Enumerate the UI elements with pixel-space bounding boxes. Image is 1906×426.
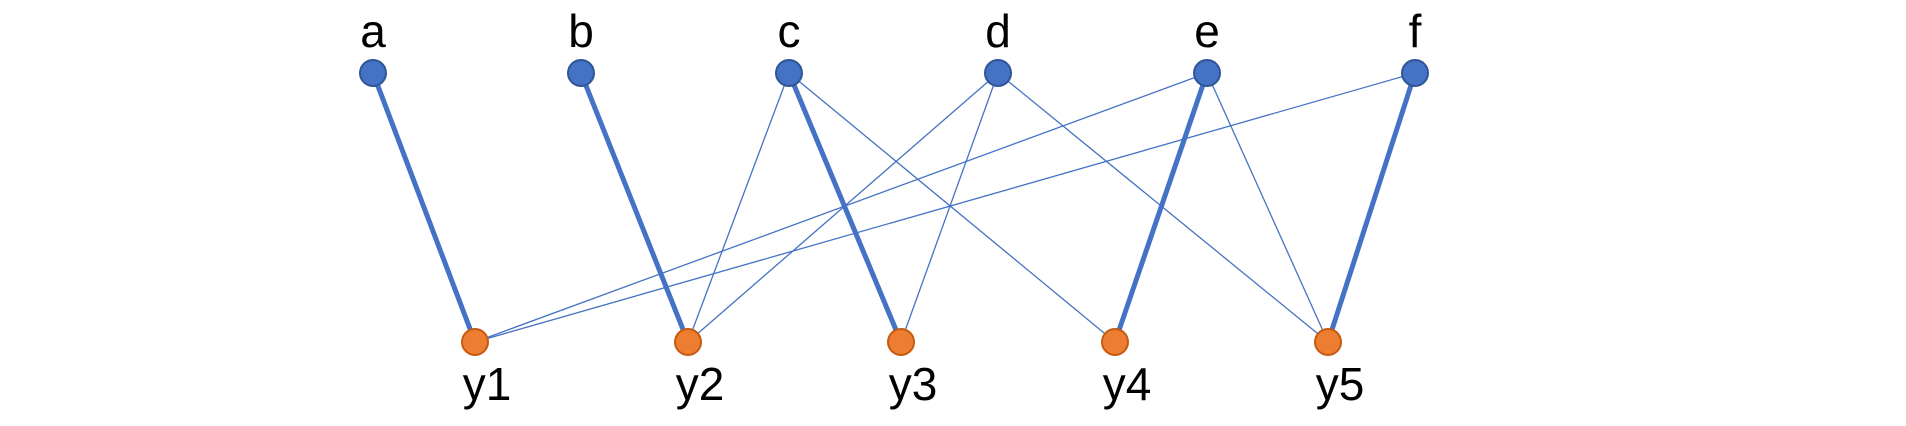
node-d [984, 59, 1012, 87]
nodes-layer [359, 59, 1429, 356]
node-label-y1: y1 [463, 358, 512, 410]
node-y1 [461, 328, 489, 356]
node-label-y2: y2 [676, 358, 725, 410]
node-y4 [1101, 328, 1129, 356]
node-label-a: a [360, 5, 386, 57]
node-y5 [1314, 328, 1342, 356]
edge-d-y3 [900, 72, 999, 343]
node-label-d: d [985, 5, 1011, 57]
edge-f-y1 [474, 72, 1416, 343]
node-f [1401, 59, 1429, 87]
edge-e-y1 [474, 72, 1208, 343]
node-a [359, 59, 387, 87]
node-y2 [674, 328, 702, 356]
node-b [567, 59, 595, 87]
edge-c-y3-matched [786, 70, 904, 345]
node-e [1193, 59, 1221, 87]
edge-c-y4 [788, 72, 1116, 343]
node-y3 [887, 328, 915, 356]
edge-e-y5 [1206, 72, 1329, 343]
node-label-c: c [778, 5, 801, 57]
node-label-b: b [568, 5, 594, 57]
edge-c-y2 [687, 72, 790, 343]
node-c [775, 59, 803, 87]
edge-f-y5-matched [1325, 70, 1418, 345]
edge-a-y1-matched [370, 70, 478, 345]
labels-layer: a b c d e f y1 y2 y3 y4 y5 [360, 5, 1421, 410]
node-label-y3: y3 [889, 358, 938, 410]
edge-b-y2-matched [578, 70, 691, 345]
edges-layer [370, 70, 1418, 345]
node-label-y5: y5 [1316, 358, 1365, 410]
node-label-f: f [1409, 5, 1422, 57]
edge-e-y4-matched [1112, 70, 1210, 345]
node-label-e: e [1194, 5, 1220, 57]
node-label-y4: y4 [1103, 358, 1152, 410]
